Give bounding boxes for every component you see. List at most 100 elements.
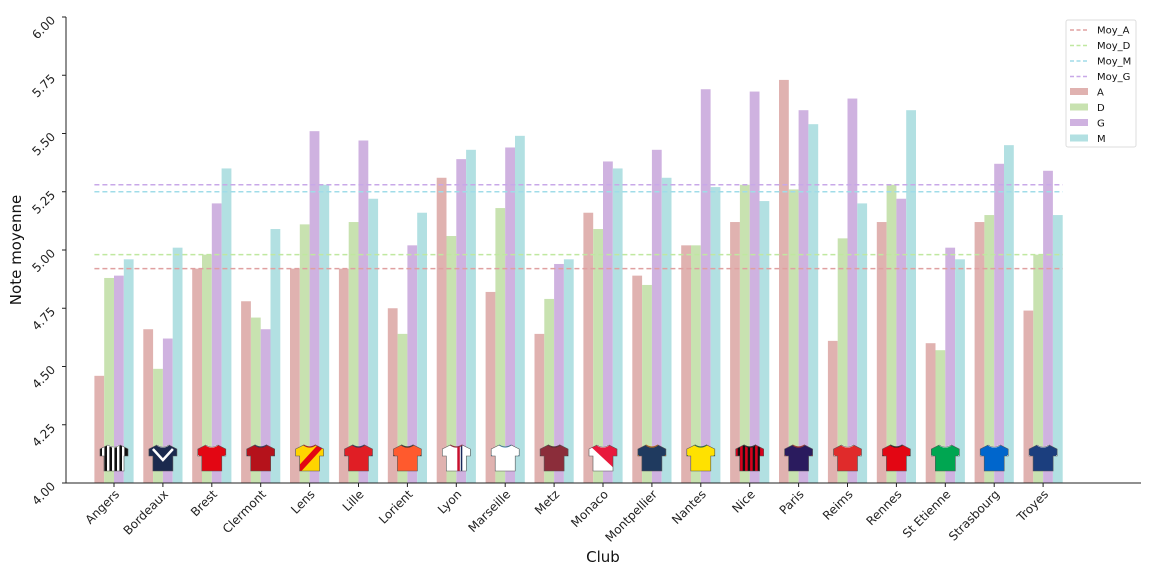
bar-A-nantes [681,245,691,483]
x-tick-label: Montpellier [603,487,661,545]
x-tick-label: Troyes [1014,487,1052,525]
bar-G-monaco [603,161,613,483]
bar-M-reims [857,203,868,483]
striped-jersey-icon [99,444,129,472]
legend-label: A [1097,88,1104,99]
bar-G-montpellier [651,149,662,483]
bar-G-rennes [896,198,907,484]
bar-A-bordeaux [143,329,154,483]
bar-G-lille [358,140,369,484]
bar-A-clermont [241,301,251,483]
bar-G-troyes [1043,170,1053,483]
bar-G-lens [309,131,320,484]
bar-G-nantes [700,89,711,483]
y-tick-label: 4.75 [29,304,58,333]
bar-M-montpellier [661,177,672,483]
x-tick-label: Lorient [376,487,416,527]
bar-A-st-etienne [925,343,936,483]
bar-G-reims [847,98,858,484]
bar-D-monaco [593,229,603,483]
x-tick-label: Bordeaux [121,487,171,537]
bar-A-marseille [485,291,496,483]
legend-swatch-box [1070,119,1088,126]
bar-G-clermont [260,329,271,483]
diagonal-jersey-icon [588,444,618,472]
reference-lines-layer [94,184,1063,270]
legend-label: M [1097,134,1106,145]
plain-jersey-icon [686,444,716,472]
bar-M-st-etienne [955,259,965,483]
bar-D-lorient [397,333,408,483]
y-tick-label: 5.25 [29,188,58,217]
bar-M-paris [808,124,819,484]
y-tick-label: 5.50 [29,130,58,159]
x-tick-label: Reims [820,487,856,523]
jerseys-layer [99,444,1058,472]
bar-A-nice [730,222,740,484]
legend-label: G [1097,119,1105,130]
legend-swatch-box [1070,88,1088,95]
bar-M-lyon [466,149,476,483]
x-tick-label: Lille [340,487,367,514]
legend-label: Moy_G [1097,72,1130,83]
x-tick-label: Nice [729,487,757,515]
bar-D-rennes [886,184,897,483]
bar-D-angers [104,277,114,483]
bar-D-montpellier [642,284,652,483]
bar-G-lorient [407,245,418,483]
x-tick-label: St Etienne [900,487,954,541]
legend-label: Moy_D [1097,41,1131,52]
bar-D-paris [788,189,799,484]
bar-A-metz [534,333,545,483]
x-tick-label: Strasbourg [946,487,1002,543]
bar-M-angers [123,259,134,483]
x-tick-label: Metz [532,487,562,517]
bar-A-paris [779,79,789,483]
bar-G-nice [749,91,760,483]
bar-M-lorient [417,212,427,483]
bar-A-brest [192,268,202,483]
x-tick-label: Lens [288,487,317,516]
y-tick-label: 4.00 [29,479,58,508]
x-tick-label: Brest [188,487,220,519]
bar-M-nantes [710,187,721,483]
legend-label: D [1097,103,1105,114]
legend-swatch-box [1070,103,1088,111]
bar-A-lorient [387,308,398,483]
bar-D-nice [739,184,750,483]
x-tick-label: Monaco [568,487,611,530]
x-tick-label: Nantes [669,487,709,527]
striped-jersey-icon [735,444,765,472]
bar-G-metz [554,263,564,483]
bar-G-brest [211,203,222,483]
y-tick-label: 4.25 [29,421,58,450]
bar-G-strasbourg [994,163,1004,484]
bar-A-lens [290,268,300,483]
bar-M-lille [368,198,379,484]
legend-label: Moy_A [1097,26,1130,37]
bar-D-strasbourg [984,215,995,484]
bar-D-brest [202,254,212,483]
bar-M-nice [759,201,770,483]
bar-A-rennes [876,222,887,484]
bar-A-troyes [1023,310,1034,483]
y-tick-label: 5.00 [29,246,58,275]
bars-layer [94,79,1063,484]
legend-box [1065,19,1137,148]
bar-G-marseille [505,147,515,484]
y-tick-label: 6.00 [29,13,58,42]
plain-jersey-icon [393,444,422,472]
x-tick-label: Clermont [220,487,269,536]
bar-M-lens [319,184,330,483]
bar-D-nantes [691,245,701,483]
bar-D-reims [837,238,848,483]
bar-D-st-etienne [935,350,946,483]
bar-D-lens [299,224,310,483]
x-tick-label: Lyon [435,487,464,516]
bar-G-st-etienne [945,247,956,483]
plain-jersey-icon [490,444,520,472]
